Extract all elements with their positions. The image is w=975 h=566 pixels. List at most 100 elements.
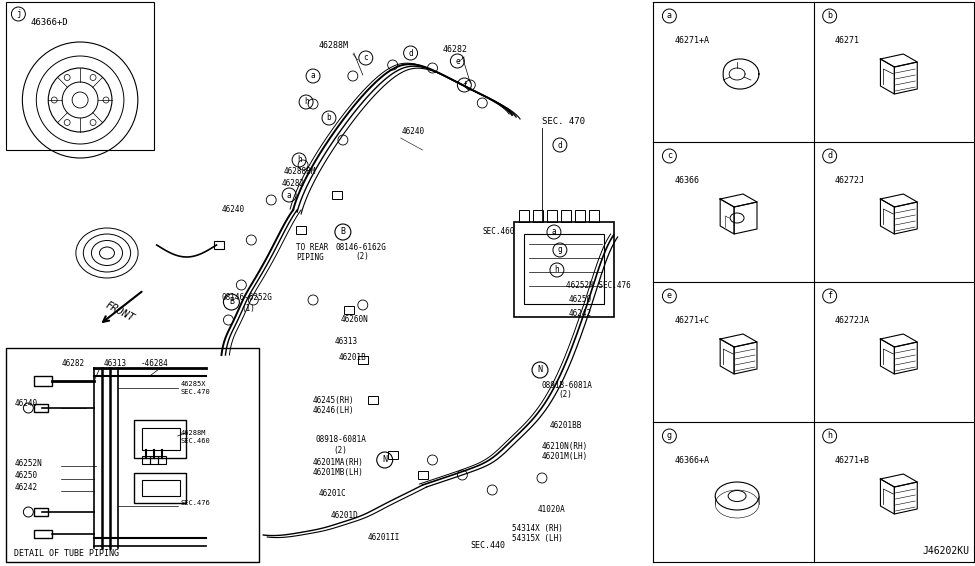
- Text: (1): (1): [242, 303, 255, 312]
- Bar: [34, 404, 48, 412]
- Text: a: a: [287, 191, 292, 199]
- Text: 46246(LH): 46246(LH): [313, 405, 355, 414]
- Text: b: b: [327, 114, 332, 122]
- Bar: [575, 210, 585, 222]
- Bar: [134, 473, 185, 503]
- Text: 46240: 46240: [15, 398, 37, 408]
- Text: e: e: [455, 57, 459, 66]
- Text: 46240: 46240: [221, 205, 245, 215]
- Text: 46201D: 46201D: [331, 512, 359, 521]
- Text: DETAIL OF TUBE PIPING: DETAIL OF TUBE PIPING: [14, 548, 119, 558]
- Bar: [514, 222, 613, 317]
- Bar: [134, 420, 185, 458]
- Text: h: h: [827, 431, 833, 440]
- Text: h: h: [555, 265, 560, 275]
- Text: 46366+A: 46366+A: [675, 456, 710, 465]
- Text: 08146-6252G: 08146-6252G: [221, 294, 272, 302]
- Text: 46282: 46282: [281, 179, 304, 188]
- Bar: [547, 210, 557, 222]
- Text: 46201MA(RH): 46201MA(RH): [313, 457, 364, 466]
- Text: (2): (2): [356, 251, 370, 260]
- Text: f: f: [827, 291, 833, 301]
- Bar: [296, 226, 306, 234]
- Text: 46242: 46242: [568, 310, 592, 319]
- Bar: [561, 210, 570, 222]
- Text: SEC.476: SEC.476: [180, 500, 211, 506]
- Text: c: c: [364, 54, 369, 62]
- Text: 46285X: 46285X: [180, 381, 206, 387]
- Text: 0891B-6081A: 0891B-6081A: [542, 380, 593, 389]
- Text: N: N: [382, 456, 387, 465]
- Text: 46250: 46250: [568, 295, 592, 305]
- Bar: [150, 456, 158, 464]
- Text: e: e: [667, 291, 672, 301]
- Text: f: f: [462, 80, 467, 89]
- Text: h: h: [304, 97, 308, 106]
- Text: 46252N SEC.476: 46252N SEC.476: [566, 281, 631, 289]
- Text: 46313: 46313: [104, 359, 127, 368]
- Text: 46366+D: 46366+D: [30, 18, 68, 27]
- Text: c: c: [667, 152, 672, 161]
- Text: (2): (2): [332, 445, 347, 454]
- Bar: [589, 210, 599, 222]
- Text: FRONT: FRONT: [104, 300, 137, 324]
- Text: 46366: 46366: [675, 176, 699, 185]
- Text: 46242: 46242: [15, 483, 37, 492]
- Text: 46272J: 46272J: [835, 176, 865, 185]
- Bar: [141, 428, 179, 450]
- Bar: [358, 356, 368, 364]
- Text: 41020A: 41020A: [538, 505, 566, 514]
- Text: 46240: 46240: [402, 127, 425, 136]
- Text: b: b: [827, 11, 833, 20]
- Text: d: d: [558, 140, 563, 149]
- Text: 46271: 46271: [835, 36, 860, 45]
- Text: d: d: [409, 49, 412, 58]
- Text: a: a: [311, 71, 315, 80]
- Text: j: j: [16, 10, 20, 19]
- Text: 46282: 46282: [443, 45, 467, 54]
- Text: 46288M: 46288M: [180, 430, 206, 436]
- Text: 46201M(LH): 46201M(LH): [542, 452, 588, 461]
- Text: a: a: [667, 11, 672, 20]
- Text: 46201II: 46201II: [368, 533, 400, 542]
- Text: 08918-6081A: 08918-6081A: [315, 435, 366, 444]
- Bar: [417, 471, 427, 479]
- Text: B: B: [340, 228, 345, 237]
- Text: TO REAR: TO REAR: [296, 242, 329, 251]
- Text: 46271+A: 46271+A: [675, 36, 710, 45]
- Text: 46201MB(LH): 46201MB(LH): [313, 468, 364, 477]
- Text: 54314X (RH): 54314X (RH): [512, 524, 563, 533]
- Text: B: B: [229, 298, 234, 307]
- Text: 46201C: 46201C: [319, 490, 347, 499]
- Text: SEC.440: SEC.440: [470, 541, 505, 550]
- Text: 46282: 46282: [61, 359, 84, 368]
- Bar: [34, 530, 53, 538]
- Text: 46272JA: 46272JA: [835, 316, 870, 325]
- Bar: [7, 348, 259, 562]
- Text: N: N: [537, 366, 542, 375]
- Bar: [34, 376, 53, 386]
- Text: d: d: [827, 152, 833, 161]
- Text: a: a: [552, 228, 557, 237]
- Text: 46245(RH): 46245(RH): [313, 396, 355, 405]
- Text: 46201B: 46201B: [339, 354, 367, 362]
- Text: (2): (2): [558, 391, 571, 400]
- Text: 46210N(RH): 46210N(RH): [542, 443, 588, 452]
- Text: 46271+C: 46271+C: [675, 316, 710, 325]
- Text: SEC. 470: SEC. 470: [542, 118, 585, 126]
- Bar: [34, 508, 48, 516]
- Bar: [141, 480, 179, 496]
- Bar: [525, 234, 604, 304]
- Text: g: g: [667, 431, 672, 440]
- Bar: [141, 456, 150, 464]
- Text: h: h: [296, 156, 301, 165]
- Text: SEC.460: SEC.460: [483, 228, 515, 237]
- Bar: [368, 396, 377, 404]
- Bar: [332, 191, 342, 199]
- Text: 46313: 46313: [335, 337, 358, 346]
- Bar: [158, 456, 166, 464]
- Text: PIPING: PIPING: [296, 252, 324, 261]
- Text: 54315X (LH): 54315X (LH): [512, 534, 563, 542]
- Text: 46201BB: 46201BB: [550, 421, 582, 430]
- Bar: [7, 2, 154, 150]
